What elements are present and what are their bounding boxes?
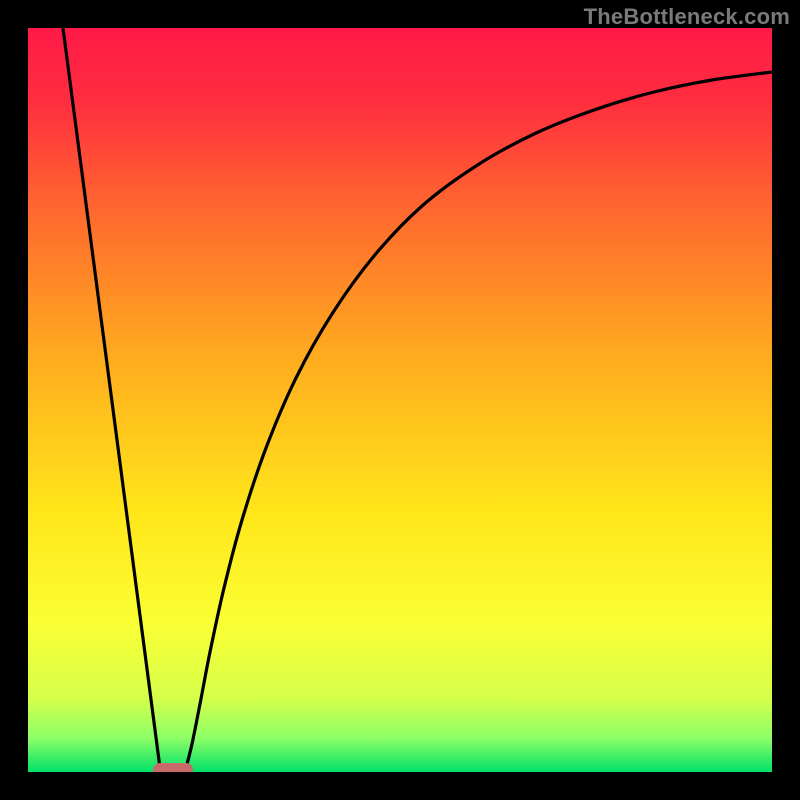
gradient-area [28,28,772,772]
chart-svg [0,0,800,800]
chart-container: TheBottleneck.com [0,0,800,800]
watermark-text: TheBottleneck.com [584,4,790,30]
